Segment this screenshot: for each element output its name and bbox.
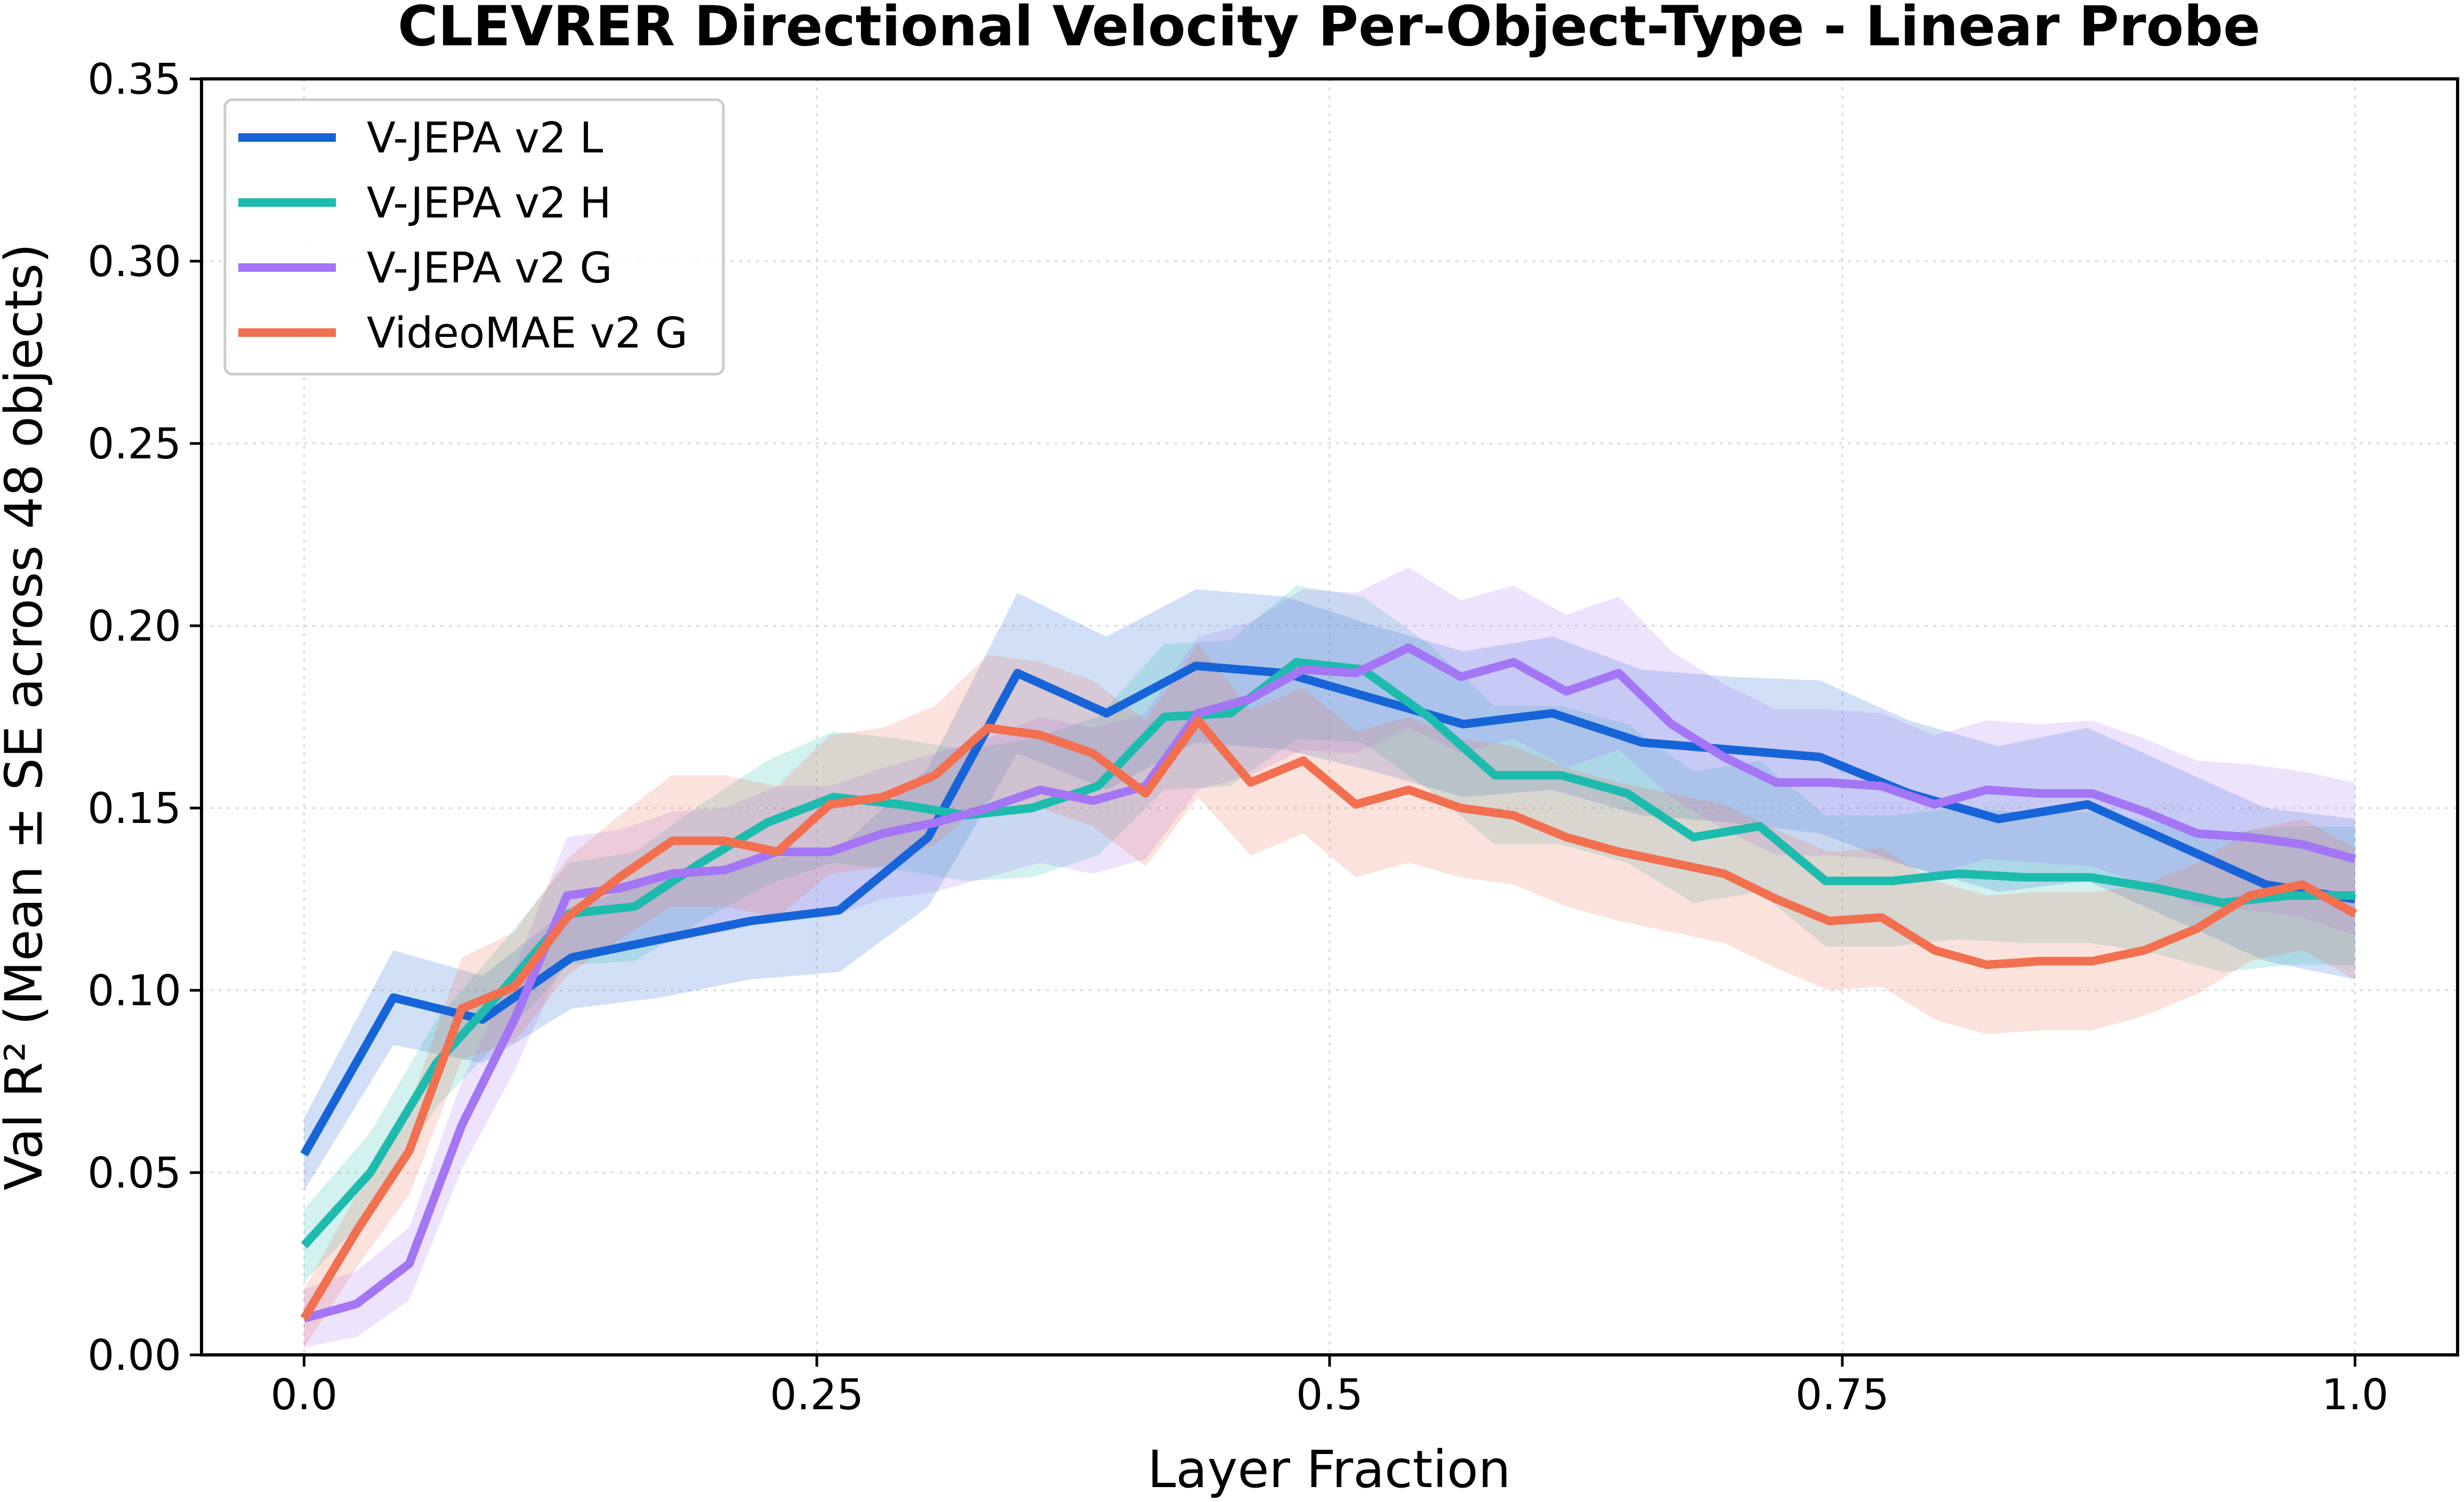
se-band-v-jepa-v2-h bbox=[304, 585, 2355, 1282]
legend-label-v-jepa-v2-l: V-JEPA v2 L bbox=[367, 114, 603, 163]
y-axis-label: Val R² (Mean ± SE across 48 objects) bbox=[0, 244, 54, 1191]
se-band-v-jepa-v2-l bbox=[304, 589, 2355, 1191]
x-tick-label: 1.0 bbox=[2322, 1370, 2389, 1419]
legend-label-videomae-v2-g: VideoMAE v2 G bbox=[367, 309, 688, 358]
legend: V-JEPA v2 L V-JEPA v2 H V-JEPA v2 G VideoMA… bbox=[223, 98, 725, 376]
chart-title: CLEVRER Directional Velocity Per-Object-… bbox=[398, 0, 2260, 59]
axis-ticks: 0.0 0.25 0.5 0.75 1.0 0.00 0.05 0.10 0.15 0.20 0.2… bbox=[87, 55, 2388, 1419]
series-lines bbox=[300, 643, 2357, 1323]
y-tick-label: 0.30 bbox=[87, 237, 181, 286]
x-tick-label: 0.25 bbox=[770, 1370, 864, 1419]
x-axis-label: Layer Fraction bbox=[1147, 1440, 1510, 1499]
y-tick-label: 0.25 bbox=[87, 419, 181, 469]
y-tick-label: 0.00 bbox=[87, 1331, 181, 1380]
series-line-v-jepa-v2-l bbox=[300, 661, 2356, 1157]
y-tick-label: 0.05 bbox=[87, 1149, 181, 1198]
legend-label-v-jepa-v2-g: V-JEPA v2 G bbox=[367, 244, 613, 293]
y-tick-label: 0.15 bbox=[87, 784, 181, 833]
legend-box bbox=[223, 98, 725, 376]
y-tick-label: 0.10 bbox=[87, 966, 181, 1015]
x-tick-label: 0.5 bbox=[1296, 1370, 1363, 1419]
series-line-videomae-v2-g bbox=[300, 716, 2357, 1321]
x-tick-label: 0.75 bbox=[1795, 1370, 1889, 1419]
y-tick-label: 0.20 bbox=[87, 602, 181, 651]
series-line-v-jepa-v2-h bbox=[301, 658, 2355, 1249]
y-tick-label: 0.35 bbox=[87, 55, 181, 104]
legend-label-v-jepa-v2-h: V-JEPA v2 H bbox=[367, 179, 611, 228]
x-tick-label: 0.0 bbox=[271, 1370, 338, 1419]
series-line-v-jepa-v2-g bbox=[303, 643, 2356, 1323]
